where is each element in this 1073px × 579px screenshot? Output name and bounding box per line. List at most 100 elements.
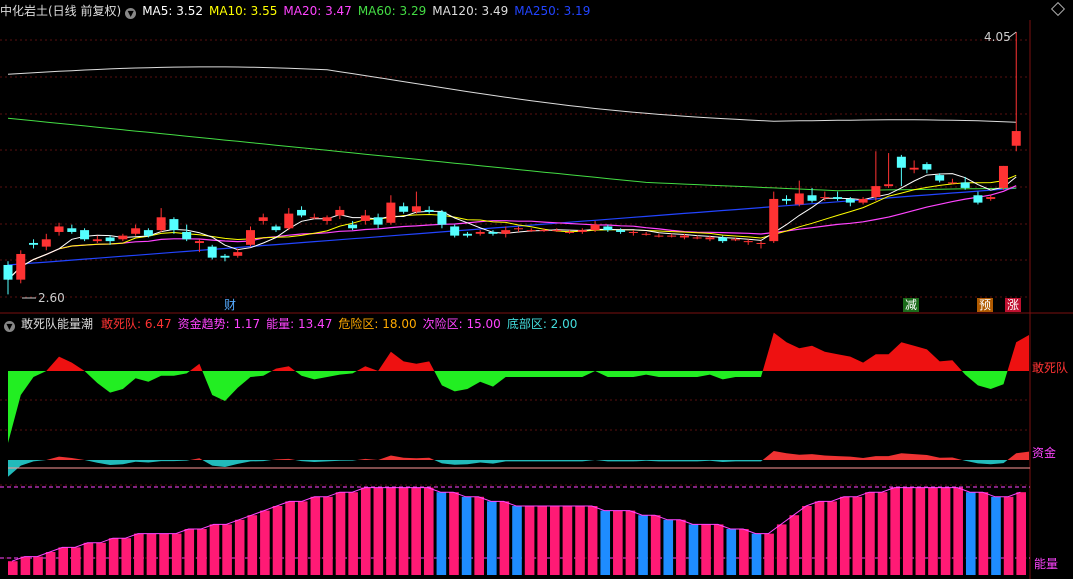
energy-bar <box>134 533 144 575</box>
candle-body <box>833 197 843 199</box>
energy-bar <box>524 506 535 575</box>
energy-bar <box>965 492 976 575</box>
energy-bar <box>58 547 69 575</box>
marker-zhang[interactable]: 涨 <box>1005 298 1022 312</box>
energy-bar <box>71 547 81 575</box>
candle-body <box>271 226 281 231</box>
candle-body <box>1011 131 1021 146</box>
energy-bar <box>663 519 674 575</box>
energy-bar <box>575 506 585 575</box>
energy-bar <box>310 496 321 575</box>
indicator-param-1: 资金趋势: 1.17 <box>177 317 261 331</box>
energy-bar <box>827 501 837 575</box>
candle-body <box>297 209 307 216</box>
candle-body <box>730 239 740 241</box>
chevron-down-icon[interactable]: ▼ <box>125 8 137 19</box>
candle-body <box>182 231 192 240</box>
candle-body <box>807 195 817 201</box>
energy-bar <box>650 515 661 575</box>
marker-jian[interactable]: 减 <box>903 298 920 312</box>
energy-bar <box>550 506 560 575</box>
energy-bar <box>915 487 926 575</box>
candle-body <box>131 228 141 234</box>
energy-bar <box>751 533 762 575</box>
candle-body <box>718 237 728 242</box>
indicator-param-3: 危险区: 18.00 <box>338 317 417 331</box>
ma-label-2: MA20: 3.47 <box>283 4 352 18</box>
energy-bar <box>121 538 132 575</box>
marker-cai[interactable]: 财 <box>224 298 237 312</box>
energy-bar <box>764 533 774 575</box>
candle-body <box>194 241 204 243</box>
energy-bar <box>8 561 18 575</box>
candle-body <box>3 264 13 280</box>
candle-body <box>922 164 932 170</box>
indicator-param-5: 底部区: 2.00 <box>506 317 578 331</box>
chevron-down-icon[interactable]: ▼ <box>4 321 15 332</box>
energy-bar <box>852 496 863 575</box>
energy-bar <box>890 487 900 575</box>
candle-body <box>679 235 689 238</box>
candle-body <box>756 242 766 244</box>
energy-bar <box>789 515 800 575</box>
energy-bar <box>802 506 812 575</box>
candle-body <box>437 211 447 225</box>
candle-body <box>794 193 804 205</box>
energy-bar <box>234 519 245 575</box>
energy-bar <box>45 552 56 575</box>
energy-bar <box>486 501 497 575</box>
candle-body <box>322 217 332 221</box>
energy-bar <box>978 492 989 575</box>
energy-bar <box>323 496 333 575</box>
candle-body <box>143 230 153 236</box>
candle-body <box>335 209 345 216</box>
energy-bar <box>839 496 850 575</box>
candle-body <box>105 237 115 242</box>
candle-body <box>386 202 396 223</box>
candle-body <box>80 230 90 240</box>
candle-body <box>207 246 217 258</box>
energy-bar <box>348 492 358 575</box>
indicator-param-2: 能量: 13.47 <box>266 317 333 331</box>
indicator-title: 敢死队能量潮 <box>21 317 94 331</box>
ma-label-4: MA120: 3.49 <box>432 4 509 18</box>
energy-bar <box>928 487 938 575</box>
energy-bar <box>96 542 106 575</box>
energy-bar <box>991 496 1001 575</box>
candle-body <box>565 231 575 233</box>
energy-bar <box>953 487 963 575</box>
nl-line-label: 能量 <box>1034 557 1059 571</box>
energy-bar <box>461 496 472 575</box>
marker-yu[interactable]: 预 <box>977 298 994 312</box>
candle-body <box>539 230 549 232</box>
candle-body <box>628 231 638 233</box>
indicator-header: ▼ 敢死队能量潮 敢死队: 6.47 资金趋势: 1.17 能量: 13.47 危险区: … <box>0 315 589 333</box>
candle-body <box>360 215 370 221</box>
energy-bar <box>297 501 308 575</box>
energy-bar <box>449 492 459 575</box>
energy-bar <box>360 487 371 575</box>
ma20-line <box>7 185 1017 281</box>
candle-body <box>769 198 779 242</box>
candle-body <box>41 239 51 247</box>
gsd-area-positive <box>8 332 1029 371</box>
energy-bar <box>33 556 43 575</box>
candle-body <box>845 198 855 203</box>
energy-bar <box>726 529 737 575</box>
ma-label-3: MA60: 3.29 <box>357 4 427 18</box>
candle-body <box>488 231 498 234</box>
energy-bar <box>499 501 510 575</box>
energy-bar <box>1016 492 1026 575</box>
energy-bar <box>146 533 157 575</box>
candle-body <box>475 231 485 234</box>
energy-bar <box>776 524 787 575</box>
energy-bar <box>701 524 711 575</box>
candle-body <box>986 197 996 199</box>
gsd-line-label: 敢死队 <box>1032 361 1069 375</box>
candle-body <box>258 217 268 221</box>
candle-body <box>858 198 868 203</box>
candle-body <box>552 230 562 232</box>
candle-body <box>705 237 715 240</box>
candle-body <box>54 226 64 232</box>
